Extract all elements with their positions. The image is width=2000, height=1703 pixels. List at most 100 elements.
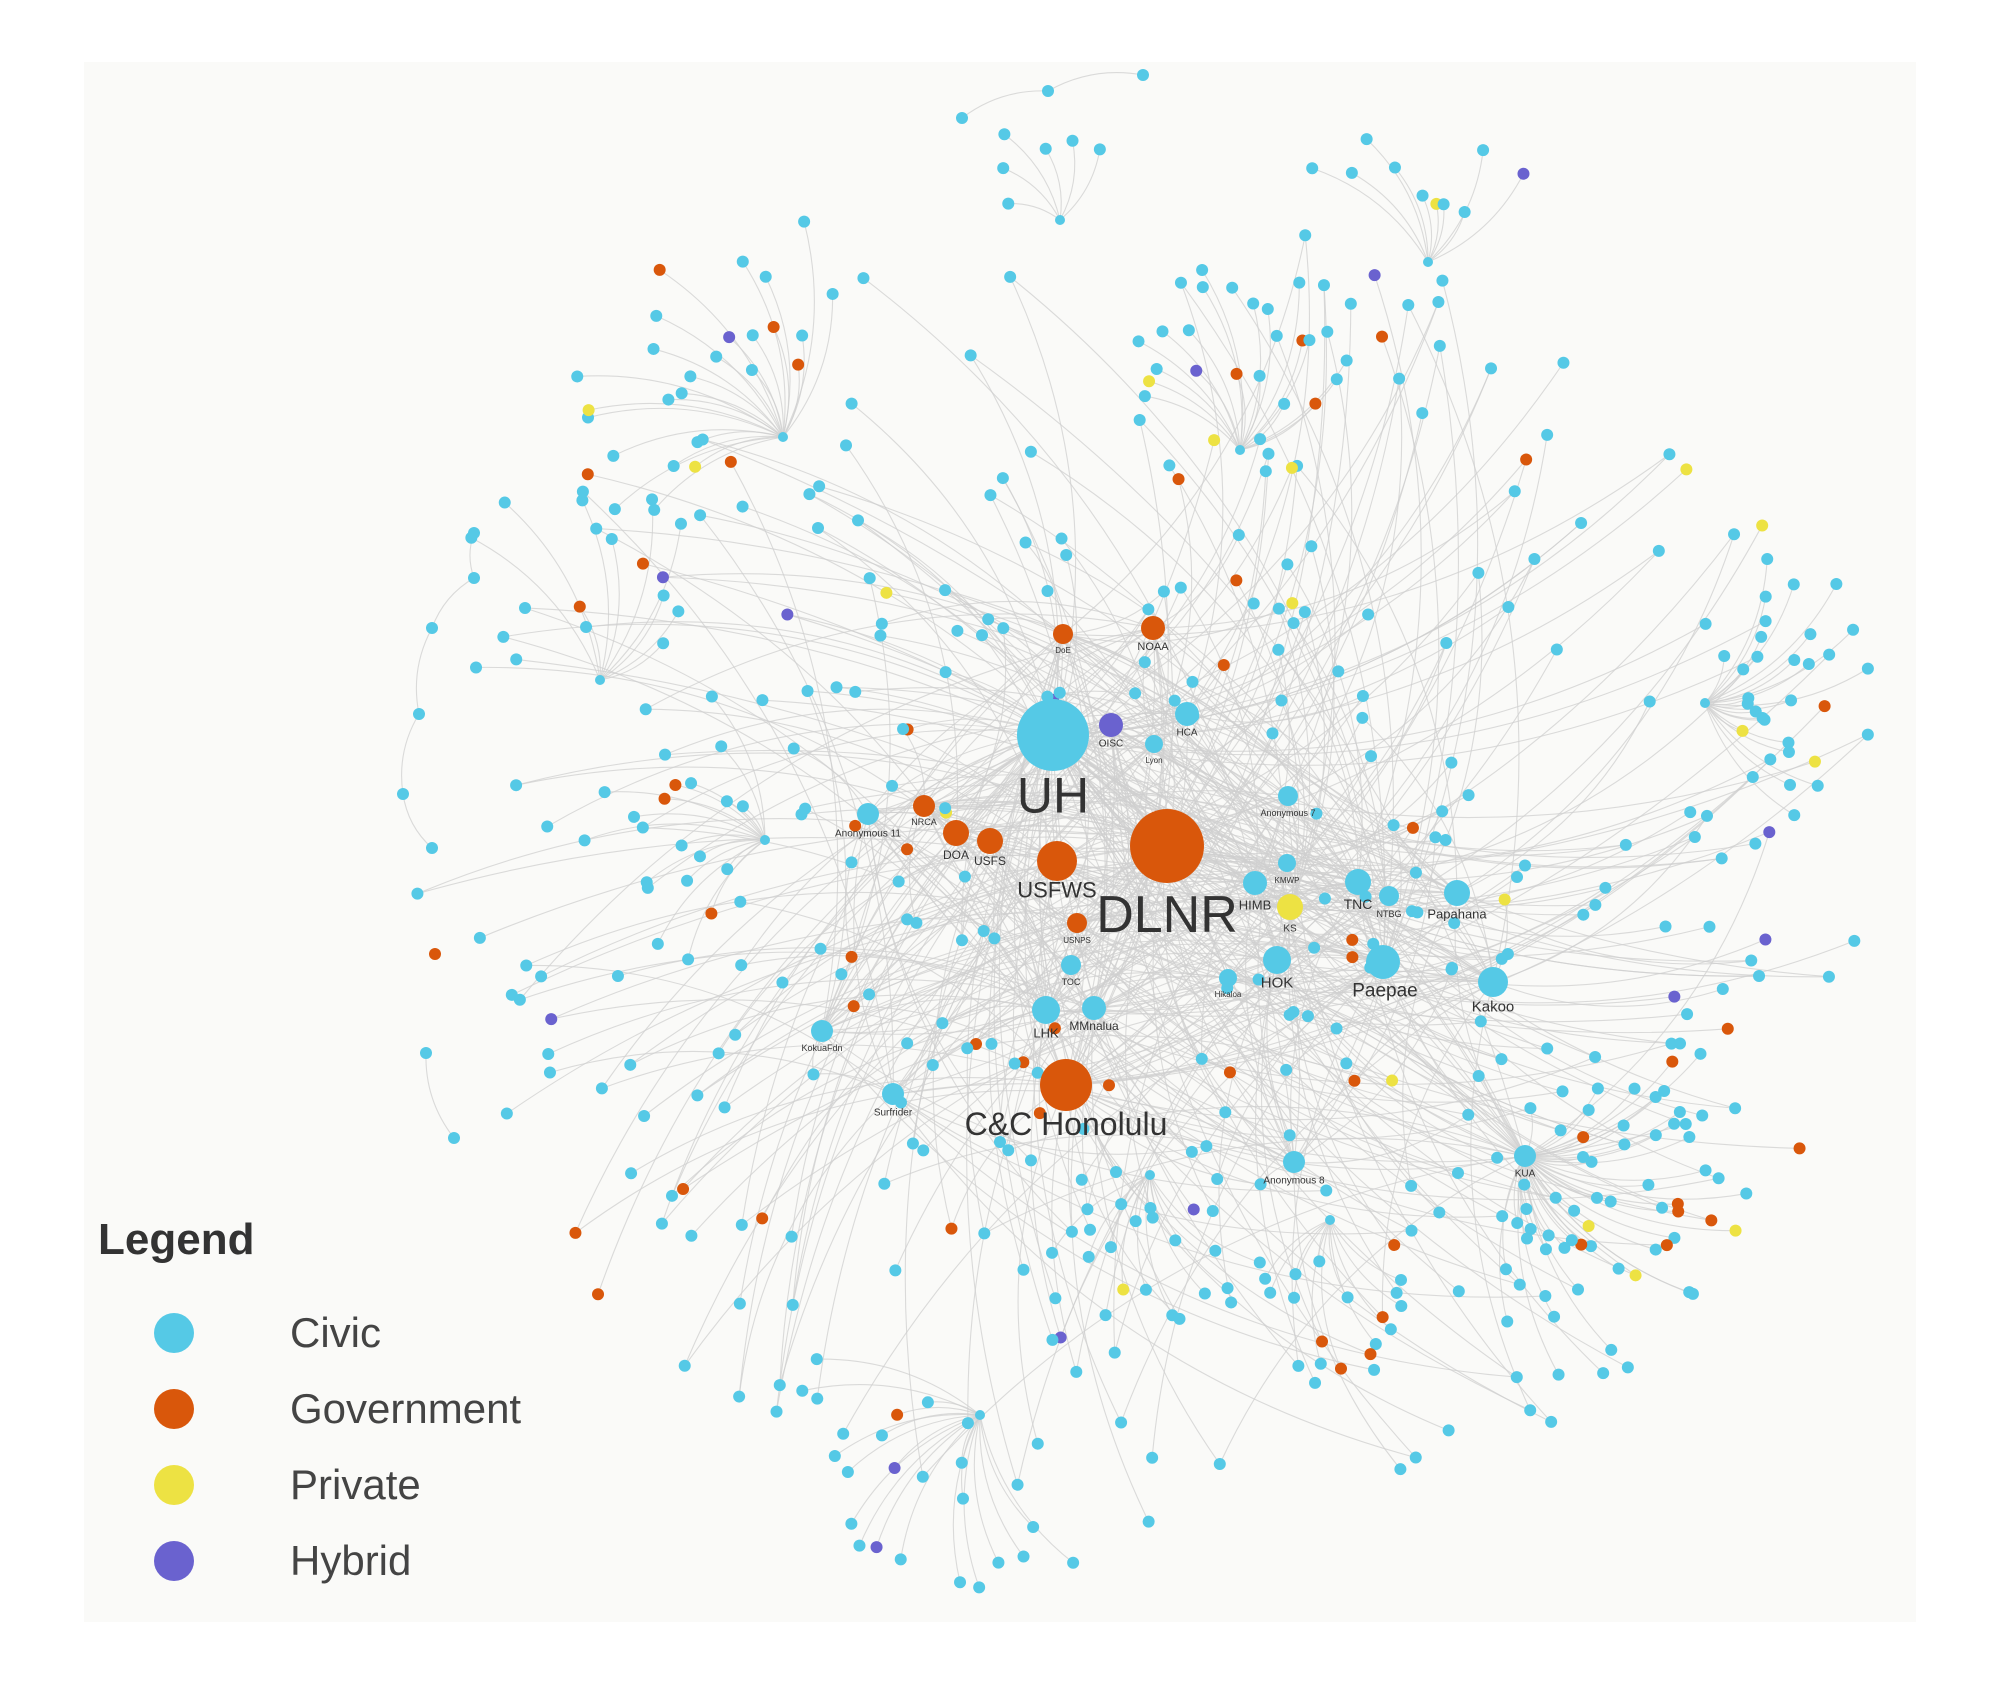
edge [1470,981,1531,1411]
peripheral-node [1139,1283,1152,1296]
peripheral-node [1309,397,1322,410]
peripheral-node [736,800,749,813]
edge [1052,734,1760,977]
peripheral-node [1416,189,1429,202]
edge [1062,633,1289,797]
peripheral-node [1033,1107,1046,1120]
edge [955,734,1869,874]
peripheral-node [759,270,772,283]
edge [1139,419,1384,963]
peripheral-node [1823,648,1836,661]
peripheral-node [1521,1232,1534,1245]
peripheral-node [897,722,910,735]
peripheral-node [639,703,652,716]
peripheral-node [770,1405,783,1418]
edge [579,606,601,681]
peripheral-node [1060,548,1073,561]
edge [711,696,766,841]
peripheral-node [830,681,843,694]
edge [1499,1155,1525,1322]
edge [807,690,847,1032]
peripheral-node [1082,1250,1095,1263]
peripheral-node [723,331,736,344]
peripheral-node [1686,1287,1699,1300]
peripheral-node [1550,643,1563,656]
peripheral-node [1142,1515,1155,1528]
edge [851,403,1054,736]
peripheral-node [1110,1166,1123,1179]
edge [1293,1114,1469,1164]
peripheral-node [1278,397,1291,410]
peripheral-node [1448,917,1461,930]
peripheral-node [1716,983,1729,996]
peripheral-node [675,387,688,400]
peripheral-node [892,875,905,888]
peripheral-node [696,433,709,446]
peripheral-node [1362,608,1375,621]
peripheral-node [1142,603,1155,616]
peripheral-node [1376,1311,1389,1324]
peripheral-node [1472,1070,1485,1083]
edge [883,743,1155,1184]
peripheral-node [656,571,669,584]
peripheral-node [519,601,532,614]
hub-node-c-c-honolulu [1040,1059,1092,1111]
peripheral-node [659,748,672,761]
edge [684,959,1278,1367]
peripheral-node [982,613,995,626]
peripheral-node [1275,694,1288,707]
edge [671,1007,1095,1197]
peripheral-node [1314,1357,1327,1370]
hub-node-paepae [1366,945,1400,979]
peripheral-node [1759,590,1772,603]
edge [1293,1161,1401,1470]
government-dot-icon [154,1389,194,1429]
edge [1407,304,1520,983]
edge [782,293,834,438]
edge [715,356,784,438]
peripheral-node [1539,1290,1552,1303]
peripheral-node [1511,871,1524,884]
peripheral-node [786,1298,799,1311]
edge [850,1414,981,1525]
peripheral-node [1462,1108,1475,1121]
peripheral-node [545,1013,558,1026]
edge [853,1005,1067,1086]
hub-node-anonymous-8 [1283,1151,1305,1173]
peripheral-node [473,931,486,944]
peripheral-node [669,778,682,791]
peripheral-node [1081,1203,1094,1216]
cluster-center-node [595,675,605,685]
edge [1025,542,1390,897]
edge [599,523,682,681]
peripheral-node [1289,1268,1302,1281]
peripheral-node [1729,1224,1742,1237]
peripheral-node [1305,540,1318,553]
peripheral-node [1046,1333,1059,1346]
peripheral-node [498,496,511,509]
edge [923,627,1154,807]
peripheral-node [1518,859,1531,872]
peripheral-node [1751,650,1764,663]
edge [1195,370,1241,451]
peripheral-node [845,856,858,869]
peripheral-node [874,629,887,642]
edge [1153,743,1829,978]
peripheral-node [863,572,876,585]
peripheral-node [776,976,789,989]
peripheral-node [1656,1201,1669,1214]
peripheral-node [1848,934,1861,947]
peripheral-node [1528,553,1541,566]
hub-node-ks [1277,894,1303,920]
peripheral-node [715,740,728,753]
peripheral-node [1316,1335,1329,1348]
peripheral-node [880,586,893,599]
peripheral-node [1510,1371,1523,1384]
peripheral-node [1376,330,1389,343]
hub-label: TOC [1062,977,1081,987]
peripheral-node [886,779,899,792]
detached-node [956,112,968,124]
edge [1038,734,1117,1173]
edge [1422,195,1433,263]
edge [1052,734,1390,897]
